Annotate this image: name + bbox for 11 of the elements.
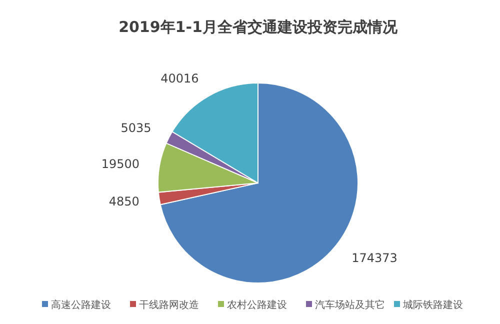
legend-label: 城际铁路建设	[402, 299, 463, 311]
legend-label: 高速公路建设	[51, 299, 111, 311]
legend-label: 干线路网改造	[139, 299, 199, 311]
data-label: 4850	[108, 194, 140, 209]
data-label: 40016	[160, 72, 199, 86]
legend-label: 农村公路建设	[227, 299, 287, 311]
legend-label: 汽车场站及其它	[315, 299, 385, 311]
data-label: 5035	[120, 121, 152, 136]
data-label: 174373	[352, 251, 398, 266]
data-label: 19500	[101, 157, 140, 172]
chart-title: 2019年1-1月全省交通建设投资完成情况	[118, 18, 398, 36]
